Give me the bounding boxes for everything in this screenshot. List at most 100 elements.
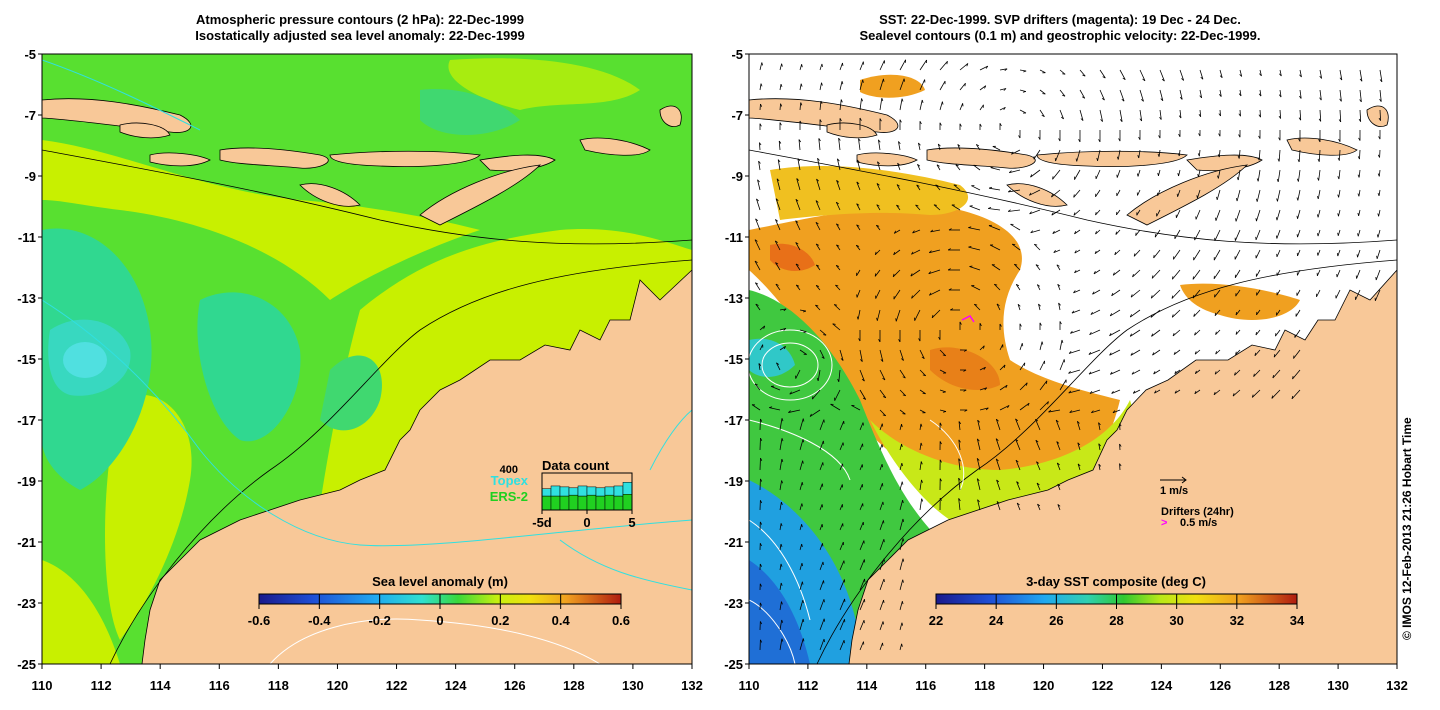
sst-colorbar-tick-3: 28 xyxy=(1109,613,1123,628)
velocity-arrow xyxy=(779,501,782,511)
velocity-arrow xyxy=(1111,389,1121,394)
velocity-arrow xyxy=(1358,209,1361,216)
velocity-arrowhead xyxy=(1238,134,1241,138)
velocity-arrow xyxy=(1159,109,1162,120)
velocity-arrow xyxy=(1033,243,1041,251)
velocity-arrowhead xyxy=(1132,390,1136,394)
velocity-arrowhead xyxy=(994,283,998,286)
velocity-arrowhead xyxy=(1051,194,1053,198)
velocity-arrow xyxy=(1039,69,1046,74)
velocity-arrowhead xyxy=(1039,322,1042,326)
velocity-arrowhead xyxy=(1256,198,1258,202)
velocity-arrowhead xyxy=(1014,263,1018,266)
velocity-arrowhead xyxy=(935,184,939,187)
velocity-arrowhead xyxy=(802,638,805,642)
velocity-arrowhead xyxy=(939,497,942,501)
velocity-arrowhead xyxy=(856,181,860,185)
left-lat-tick-0: -5 xyxy=(24,47,36,62)
velocity-arrow xyxy=(1317,229,1321,237)
velocity-arrow xyxy=(1259,89,1262,97)
velocity-arrow xyxy=(759,62,763,71)
velocity-arrow xyxy=(1151,329,1161,337)
velocity-arrow xyxy=(1377,229,1381,238)
velocity-arrowhead xyxy=(911,251,914,255)
velocity-arrow xyxy=(1198,169,1201,178)
velocity-arrow xyxy=(992,146,1001,151)
velocity-arrowhead xyxy=(1004,68,1008,71)
velocity-arrow xyxy=(839,442,844,451)
velocity-arrowhead xyxy=(1275,217,1278,221)
velocity-arrowhead xyxy=(1337,194,1340,198)
velocity-arrow xyxy=(856,203,861,211)
right-lon-tick-8: 126 xyxy=(1209,678,1231,693)
data-count-bars xyxy=(541,482,633,511)
velocity-arrowhead xyxy=(990,166,994,169)
velocity-arrowhead xyxy=(958,498,961,502)
velocity-arrowhead xyxy=(1036,461,1040,464)
velocity-arrowhead xyxy=(836,180,840,183)
velocity-arrowhead xyxy=(1217,175,1219,179)
velocity-arrowhead xyxy=(781,63,783,67)
velocity-arrow xyxy=(1074,229,1081,235)
velocity-arrowhead xyxy=(803,331,807,333)
velocity-arrowhead xyxy=(795,263,799,266)
velocity-arrow xyxy=(799,600,804,611)
velocity-arrow xyxy=(1154,389,1161,394)
velocity-arrowhead xyxy=(780,83,783,88)
velocity-arrow xyxy=(875,289,881,299)
velocity-arrow xyxy=(879,349,884,362)
velocity-arrow xyxy=(1174,229,1181,239)
velocity-arrowhead xyxy=(966,63,969,67)
velocity-arrowhead xyxy=(802,460,804,464)
velocity-arrowhead xyxy=(979,123,982,127)
velocity-arrow xyxy=(799,524,803,531)
velocity-arrowhead xyxy=(760,83,763,87)
velocity-arrowhead xyxy=(878,139,881,143)
velocity-arrowhead xyxy=(901,601,904,605)
velocity-arrow xyxy=(989,187,1001,191)
data-count-tick-1: 0 xyxy=(583,515,590,530)
velocity-arrowhead xyxy=(1112,272,1115,276)
velocity-arrowhead xyxy=(1077,421,1080,424)
velocity-arrowhead xyxy=(1292,376,1294,380)
credit-text: © IMOS 12-Feb-2013 21:26 Hobart Time xyxy=(1400,417,1414,640)
velocity-arrow xyxy=(819,561,824,571)
velocity-arrowhead xyxy=(1279,73,1282,77)
velocity-arrow xyxy=(996,501,1001,511)
left-title-line2: Isostatically adjusted sea level anomaly… xyxy=(195,28,525,43)
velocity-arrow xyxy=(1112,409,1121,414)
velocity-arrowhead xyxy=(969,265,973,267)
velocity-arrowhead xyxy=(1005,385,1008,389)
velocity-arrow xyxy=(836,244,841,251)
velocity-arrow xyxy=(1253,369,1261,377)
sst-warmest-region xyxy=(770,243,815,272)
velocity-arrowhead xyxy=(1297,159,1300,163)
velocity-arrow xyxy=(899,369,906,379)
bathymetry-contour xyxy=(42,149,692,664)
velocity-arrow xyxy=(839,420,845,431)
velocity-arrow xyxy=(1359,109,1362,122)
velocity-arrow xyxy=(919,389,926,395)
velocity-arrow xyxy=(1098,443,1101,451)
velocity-arrow xyxy=(1013,263,1021,271)
velocity-arrowhead xyxy=(776,362,780,365)
velocity-arrow xyxy=(1016,481,1021,491)
velocity-arrowhead xyxy=(1057,504,1061,507)
velocity-arrow xyxy=(1109,349,1121,356)
left-lon-tick-4: 118 xyxy=(268,678,289,693)
velocity-arrowhead xyxy=(1359,99,1362,103)
right-lon-tick-4: 118 xyxy=(974,678,995,693)
velocity-arrow xyxy=(839,523,844,531)
velocity-arrow xyxy=(993,283,1001,291)
velocity-arrow xyxy=(839,504,843,511)
velocity-arrow xyxy=(911,249,921,255)
velocity-arrowhead xyxy=(1296,234,1298,238)
velocity-scale-label: 1 m/s xyxy=(1160,485,1188,497)
velocity-arrowhead xyxy=(795,242,799,245)
velocity-arrow xyxy=(1319,109,1322,122)
velocity-arrow xyxy=(859,578,865,591)
velocity-arrow xyxy=(1117,149,1121,160)
sla-colorbar-tick-3: 0 xyxy=(436,613,443,628)
velocity-arrowhead xyxy=(1339,98,1342,102)
velocity-arrow xyxy=(759,344,764,351)
